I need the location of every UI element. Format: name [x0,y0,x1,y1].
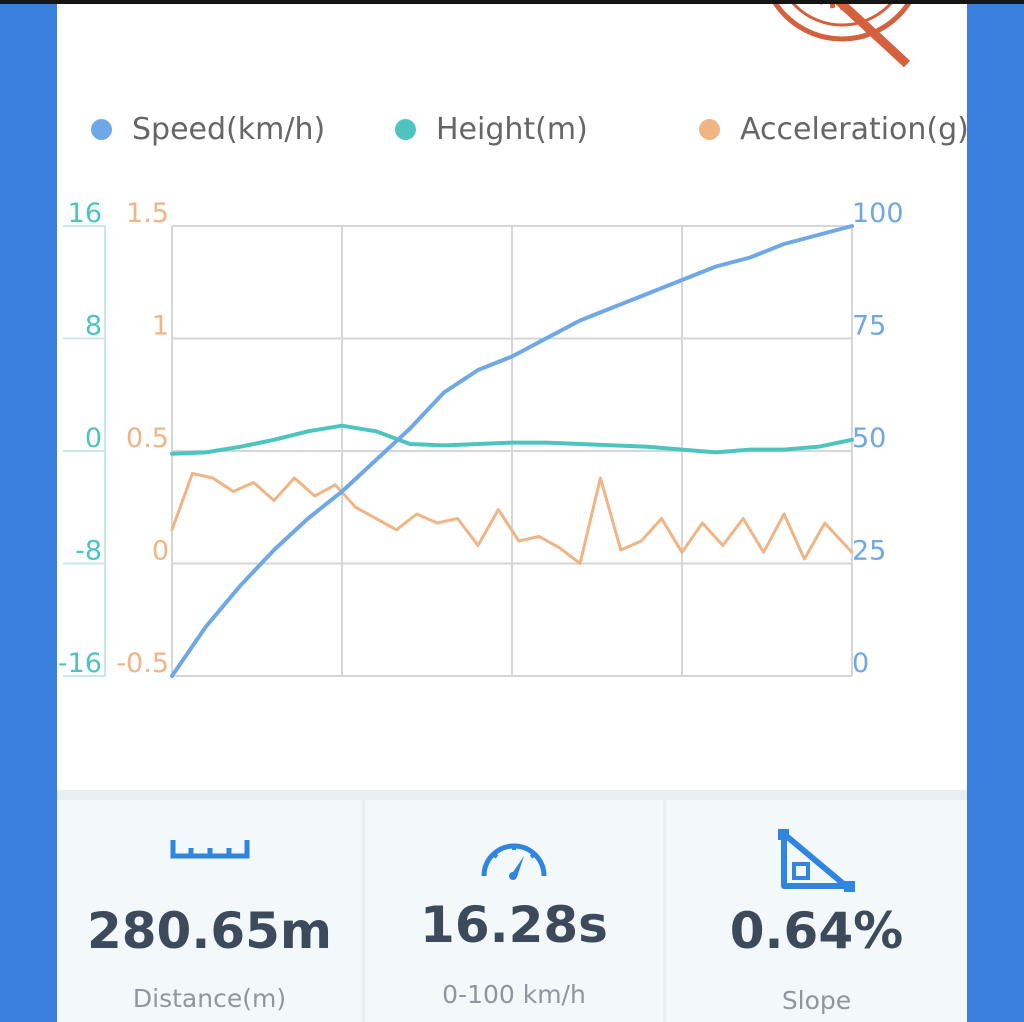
acceleration-tick-label: 0 [152,536,169,567]
stats-bar: 280.65m Distance(m) 16.28s 0-100 km/h 0.… [57,790,967,1022]
status-bar-edge [0,0,1024,4]
legend-label: Acceleration(g) [740,112,967,147]
zero-to-hundred-label: 0-100 km/h [442,980,586,1009]
acceleration-tick-label: 1 [152,311,169,342]
chart-legend: Speed(km/h) Height(m) Acceleration(g) [57,112,967,160]
acceleration-tick-label: 1.5 [126,198,169,229]
legend-item-height[interactable]: Height(m) [395,112,588,147]
height-tick-label: 16 [68,198,102,229]
zero-to-hundred-value: 16.28s [420,896,608,954]
slope-value: 0.64% [729,902,904,960]
height-tick-label: -8 [75,536,102,567]
legend-item-speed[interactable]: Speed(km/h) [91,112,325,147]
legend-label: Height(m) [436,112,588,147]
stat-distance: 280.65m Distance(m) [57,800,362,1022]
legend-item-acceleration[interactable]: Acceleration(g) [699,112,967,147]
ruler-icon [170,840,250,859]
speed-height-acceleration-chart: 16 8 0 -8 -16 1.5 1 0.5 0 -0.5 100 75 50 25 0 [58,198,904,679]
distance-value: 280.65m [86,902,333,960]
speed-tick-label: 0 [852,648,869,679]
speed-tick-label: 100 [852,198,904,229]
height-dot-icon [395,119,416,140]
height-tick-label: 8 [85,311,102,342]
stat-acceleration-time: 16.28s 0-100 km/h [365,800,663,1022]
legend-label: Speed(km/h) [132,112,326,147]
slope-icon [778,829,855,892]
distance-label: Distance(m) [132,984,287,1013]
speed-tick-label: 25 [852,536,886,567]
speedometer-icon [481,843,547,880]
speed-series-line [170,224,854,678]
acceleration-series-line [170,472,854,565]
speed-dot-icon [91,119,112,140]
height-tick-label: -16 [58,648,102,679]
speed-tick-label: 50 [852,423,886,454]
result-panel: Speed(km/h) Height(m) Acceleration(g) 16… [57,4,967,1022]
speed-tick-label: 75 [852,311,886,342]
height-series-line [170,423,854,456]
acceleration-tick-label: -0.5 [116,648,169,679]
acceleration-dot-icon [699,119,720,140]
height-tick-label: 0 [85,423,102,454]
stamp-logo [772,4,912,68]
slope-label: Slope [781,986,852,1015]
acceleration-tick-label: 0.5 [126,423,169,454]
stat-slope: 0.64% Slope [666,800,967,1022]
